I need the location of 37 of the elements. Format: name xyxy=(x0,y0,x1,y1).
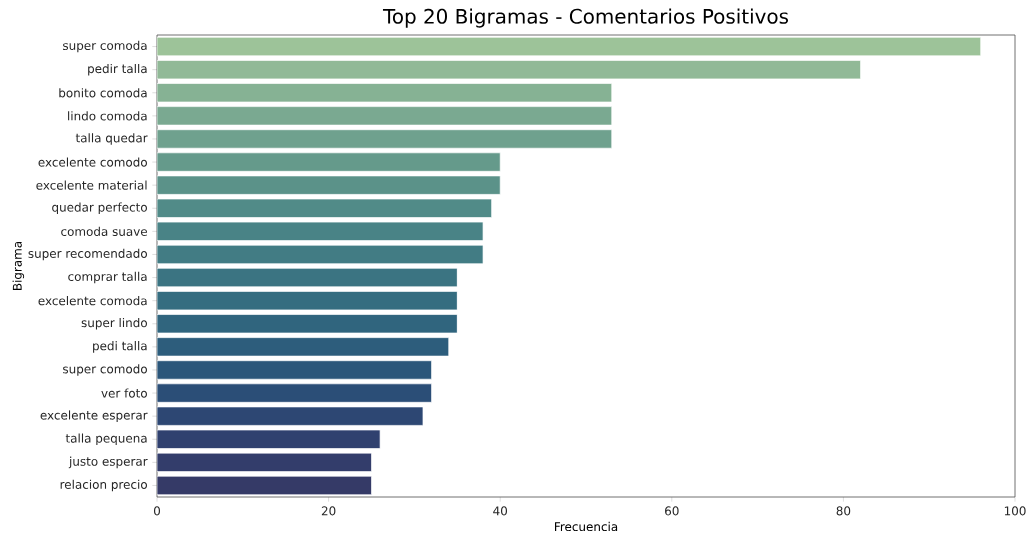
y-tick-label: excelente comodo xyxy=(38,157,147,167)
y-tick-label: excelente comoda xyxy=(38,296,147,306)
bar xyxy=(157,383,432,403)
y-tick-label: super comoda xyxy=(63,40,147,53)
y-tick-label: excelente esperar xyxy=(40,410,148,422)
x-axis-title: Frecuencia xyxy=(555,521,618,532)
y-tick-label: comoda suave xyxy=(61,226,148,236)
y-tick-label: super comodo xyxy=(63,364,147,376)
y-tick-label: ver foto xyxy=(101,388,147,398)
x-tick-label: 100 xyxy=(1004,506,1026,516)
y-tick-label: justo esperar xyxy=(68,456,148,469)
x-tick-label: 0 xyxy=(153,506,161,516)
chart-title: Top 20 Bigramas - Comentarios Positivos xyxy=(382,8,789,28)
bar xyxy=(157,452,372,472)
x-tick-label: 60 xyxy=(665,506,679,516)
bar xyxy=(157,429,381,449)
y-tick-label: quedar perfecto xyxy=(52,202,147,215)
y-tick-label: talla pequena xyxy=(65,433,147,446)
y-tick-label: super lindo xyxy=(81,317,147,330)
y-tick-label: bonito comoda xyxy=(59,88,147,98)
bar xyxy=(157,221,484,241)
bar xyxy=(157,360,432,380)
bar xyxy=(157,152,501,172)
y-tick-label: pedi talla xyxy=(93,341,147,353)
y-tick-label: excelente material xyxy=(36,180,147,190)
bar xyxy=(157,60,861,80)
y-tick-label: relacion precio xyxy=(60,479,147,492)
y-tick-label: pedir talla xyxy=(88,63,147,76)
x-tick-label: 20 xyxy=(321,506,336,516)
x-tick-label: 80 xyxy=(836,506,851,516)
x-tick-label: 40 xyxy=(493,506,508,516)
y-tick-label: talla quedar xyxy=(75,133,148,145)
y-axis-title: Bigrama xyxy=(12,241,25,291)
y-tick-label: super recomendado xyxy=(28,248,147,261)
bar xyxy=(157,198,492,218)
y-tick-label: comprar talla xyxy=(68,271,147,284)
y-tick-label: lindo comoda xyxy=(68,111,147,121)
